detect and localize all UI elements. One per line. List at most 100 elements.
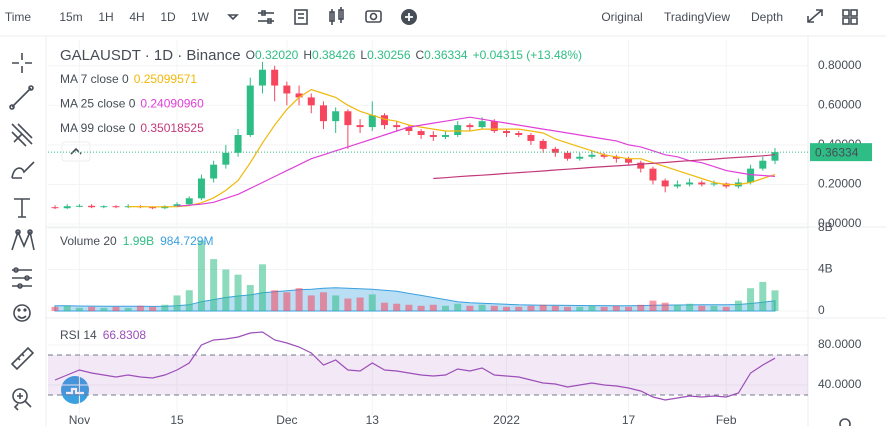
volume-bar <box>625 306 633 311</box>
ohlc-value: 0.36334 <box>424 48 468 62</box>
moving-average-line <box>128 88 776 208</box>
y-tick-label: 0.80000 <box>818 58 862 72</box>
candle-body <box>515 133 523 135</box>
candle-body <box>307 97 315 106</box>
layout-icon[interactable] <box>842 9 858 25</box>
settings-gear[interactable] <box>839 418 851 426</box>
volume-average-value: 984.729M <box>160 234 213 248</box>
crosshair-tool[interactable] <box>12 53 32 73</box>
candle-body <box>258 69 266 86</box>
candle-body <box>246 85 254 135</box>
interval-dropdown[interactable] <box>227 14 239 21</box>
candle-body <box>478 121 486 128</box>
volume-bar <box>283 292 291 311</box>
volume-bar <box>478 304 486 311</box>
y-tick-label: 8B <box>818 220 833 234</box>
candle-body <box>490 121 498 132</box>
add-icon[interactable] <box>401 9 417 25</box>
candle-body <box>295 93 303 98</box>
indicator-value: 0.25099571 <box>134 72 198 86</box>
interval-button[interactable]: 1H <box>98 10 113 24</box>
candle-body <box>442 135 450 137</box>
indicator-icon[interactable] <box>294 9 308 25</box>
volume-bar <box>564 306 572 311</box>
volume-bar <box>466 305 474 311</box>
candle-body <box>356 125 364 128</box>
interval-button[interactable]: 15m <box>59 10 82 24</box>
chart-type-icon[interactable] <box>329 7 344 25</box>
candle-body <box>417 131 425 135</box>
collapse-tools[interactable] <box>13 403 19 411</box>
volume-legend: Volume 20 1.99B 984.729M <box>60 234 213 248</box>
interval-button[interactable]: 4H <box>129 10 144 24</box>
volume-bar <box>63 305 71 311</box>
measure-tool[interactable] <box>12 267 32 289</box>
volume-bar <box>588 305 596 311</box>
chart-title: GALAUSDT · 1D · Binance <box>60 47 241 64</box>
candle-body <box>600 154 608 157</box>
candle-body <box>612 156 620 159</box>
volume-bar <box>490 305 498 311</box>
ohlc-key: C <box>416 48 425 62</box>
candle-body <box>63 206 71 209</box>
text-tool[interactable] <box>14 198 30 218</box>
volume-bar <box>600 306 608 311</box>
interval-button[interactable]: Time <box>5 10 32 24</box>
screenshot-icon[interactable] <box>365 10 382 23</box>
candle-body <box>576 156 584 159</box>
indicator-legend: MA 25 close 0 0.24090960 <box>60 97 204 111</box>
candle-body <box>380 115 388 126</box>
volume-bar <box>88 306 96 311</box>
emoji-tool[interactable] <box>13 304 31 322</box>
x-tick-label: 2022 <box>493 413 520 426</box>
volume-bar <box>417 305 425 311</box>
volume-bar <box>210 259 218 311</box>
interval-button[interactable]: 1D <box>160 10 176 24</box>
chart-legend: GALAUSDT · 1D · Binance O0.32020 H0.38426 L… <box>60 47 582 64</box>
settings-icon[interactable] <box>258 10 274 24</box>
candle-body <box>332 111 340 122</box>
pattern-tool[interactable] <box>11 229 35 251</box>
ruler-tool[interactable] <box>10 346 35 371</box>
y-tick-label: 0.60000 <box>818 98 862 112</box>
candle-body <box>51 207 59 209</box>
volume-bar <box>222 269 230 311</box>
zoom-tool[interactable] <box>12 388 32 408</box>
x-tick-label: 15 <box>170 413 184 426</box>
volume-bar <box>307 295 315 311</box>
candle-body <box>405 127 413 132</box>
fork-tool[interactable] <box>11 123 33 147</box>
fullscreen-icon[interactable] <box>807 9 823 23</box>
view-tab[interactable]: Depth <box>751 10 783 24</box>
indicator-name: MA 99 close 0 <box>60 121 136 135</box>
volume-bar <box>454 303 462 311</box>
y-tick-label: 80.0000 <box>818 337 862 351</box>
brush-tool[interactable] <box>11 161 35 179</box>
volume-bar <box>234 274 242 311</box>
view-tab[interactable]: Original <box>601 10 642 24</box>
interval-button[interactable]: 1W <box>191 10 210 24</box>
indicator-name: MA 25 close 0 <box>60 97 136 111</box>
volume-bar <box>771 290 779 311</box>
mark-layer <box>48 61 808 401</box>
collapse-legend-button[interactable] <box>61 141 91 162</box>
candle-body <box>625 158 633 163</box>
candle-body <box>210 164 218 179</box>
volume-bar <box>124 307 132 311</box>
volume-bar <box>356 297 364 311</box>
volume-bar <box>649 300 657 311</box>
volume-bar <box>295 288 303 311</box>
candle-body <box>283 85 291 94</box>
candle-body <box>454 125 462 135</box>
tradingview-logo <box>61 376 89 404</box>
candle-body <box>429 135 437 137</box>
view-tab[interactable]: TradingView <box>664 10 730 24</box>
candle-body <box>197 178 205 199</box>
volume-value: 1.99B <box>123 234 154 248</box>
line-tool[interactable] <box>9 85 34 110</box>
rsi-title: RSI 14 <box>60 328 97 342</box>
candle-body <box>234 135 242 153</box>
candle-body <box>185 198 193 205</box>
rsi-value: 66.8308 <box>103 328 147 342</box>
